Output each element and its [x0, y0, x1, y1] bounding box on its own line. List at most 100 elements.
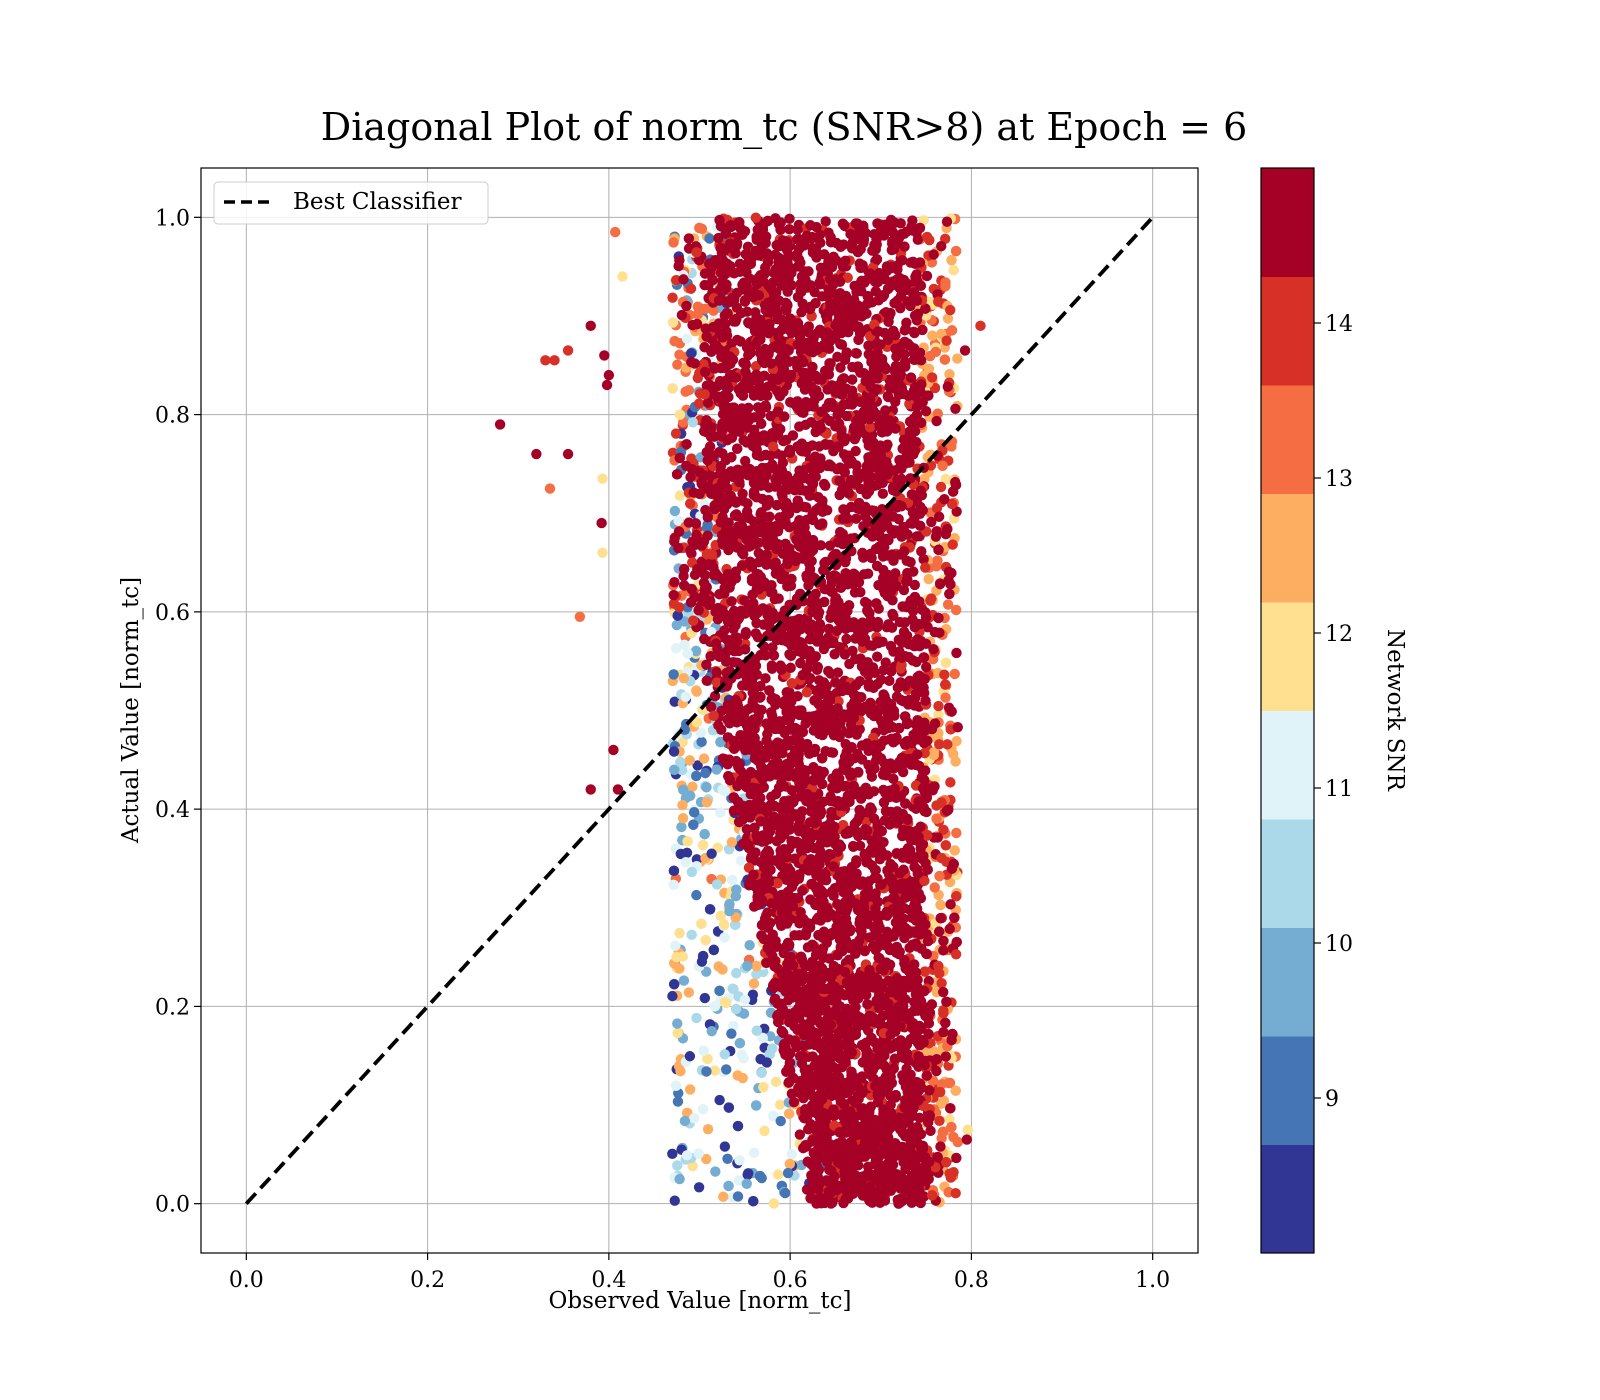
data-point — [724, 906, 735, 917]
data-point — [722, 1153, 733, 1164]
data-point — [673, 542, 684, 554]
data-point — [701, 1066, 712, 1077]
data-point — [938, 935, 949, 947]
data-point — [917, 324, 928, 336]
data-point — [873, 603, 884, 614]
data-point — [770, 1076, 782, 1088]
data-point — [688, 819, 699, 830]
data-point — [679, 616, 690, 627]
data-point — [949, 912, 960, 923]
data-point — [687, 417, 698, 428]
data-point — [943, 566, 955, 578]
data-point — [697, 839, 709, 851]
data-point — [674, 963, 685, 974]
scatter-points — [494, 212, 986, 1209]
data-point — [698, 589, 710, 601]
data-point — [940, 1051, 952, 1062]
data-point — [674, 452, 686, 464]
data-point — [691, 1012, 702, 1024]
data-point — [677, 799, 688, 811]
data-point — [674, 602, 685, 613]
data-point — [683, 233, 695, 244]
data-point — [696, 562, 708, 573]
data-point — [925, 595, 936, 606]
data-point — [786, 678, 798, 689]
data-point — [691, 318, 703, 330]
data-point — [934, 578, 946, 590]
data-point — [683, 384, 695, 396]
data-point — [714, 985, 725, 996]
data-point — [948, 264, 959, 276]
data-point — [686, 348, 697, 359]
data-point — [921, 830, 933, 841]
data-point — [742, 960, 753, 972]
data-point — [711, 764, 722, 775]
data-point — [847, 374, 858, 385]
data-point — [699, 366, 711, 378]
data-point — [726, 836, 738, 848]
data-point — [731, 967, 742, 979]
data-point — [933, 709, 944, 720]
data-point — [676, 821, 687, 833]
data-point — [892, 682, 904, 693]
data-point — [920, 695, 931, 706]
data-point — [694, 488, 705, 500]
data-point — [863, 340, 874, 351]
data-point — [688, 1112, 700, 1124]
data-point — [678, 274, 689, 285]
data-point — [688, 807, 700, 818]
data-point — [691, 529, 702, 541]
data-point — [951, 891, 962, 902]
data-point — [936, 1079, 948, 1090]
data-point — [672, 1027, 683, 1039]
data-point — [884, 381, 895, 393]
data-point — [702, 1123, 714, 1135]
data-point — [679, 1115, 691, 1127]
data-point — [700, 303, 711, 315]
data-point — [669, 696, 680, 707]
data-point — [933, 511, 945, 522]
data-point — [732, 1070, 743, 1081]
chart-title: Diagonal Plot of norm_tc (SNR>8) at Epoc… — [321, 105, 1248, 150]
data-point — [681, 300, 692, 312]
data-point — [936, 852, 947, 864]
data-point — [942, 739, 953, 750]
data-point — [951, 936, 962, 948]
data-point — [900, 798, 911, 809]
data-point — [730, 912, 741, 923]
data-point — [756, 930, 767, 941]
data-point — [719, 932, 730, 943]
data-point — [705, 701, 717, 713]
data-point — [888, 1063, 899, 1074]
data-point — [738, 1008, 750, 1019]
data-point — [748, 1147, 760, 1158]
data-point — [713, 232, 724, 244]
data-point — [686, 463, 698, 475]
data-point — [920, 303, 931, 314]
data-point — [869, 228, 880, 240]
data-point — [939, 669, 950, 680]
data-point — [946, 498, 958, 510]
data-point — [842, 272, 853, 283]
data-point — [951, 506, 962, 517]
data-point — [941, 216, 953, 227]
data-point — [920, 1157, 932, 1168]
data-point — [699, 389, 710, 400]
data-point — [874, 853, 886, 865]
data-point — [700, 767, 711, 779]
data-point — [751, 1025, 762, 1036]
data-point — [935, 899, 946, 911]
data-point — [876, 879, 887, 890]
data-point — [927, 330, 938, 341]
data-point — [751, 960, 762, 972]
data-point — [937, 460, 948, 472]
data-point — [830, 677, 841, 688]
data-point — [933, 700, 944, 712]
data-point — [677, 736, 689, 748]
data-point — [693, 398, 705, 409]
data-point — [756, 1067, 767, 1079]
data-point — [685, 597, 697, 608]
data-point — [679, 639, 690, 651]
data-point — [755, 418, 767, 429]
data-point — [693, 1148, 704, 1159]
